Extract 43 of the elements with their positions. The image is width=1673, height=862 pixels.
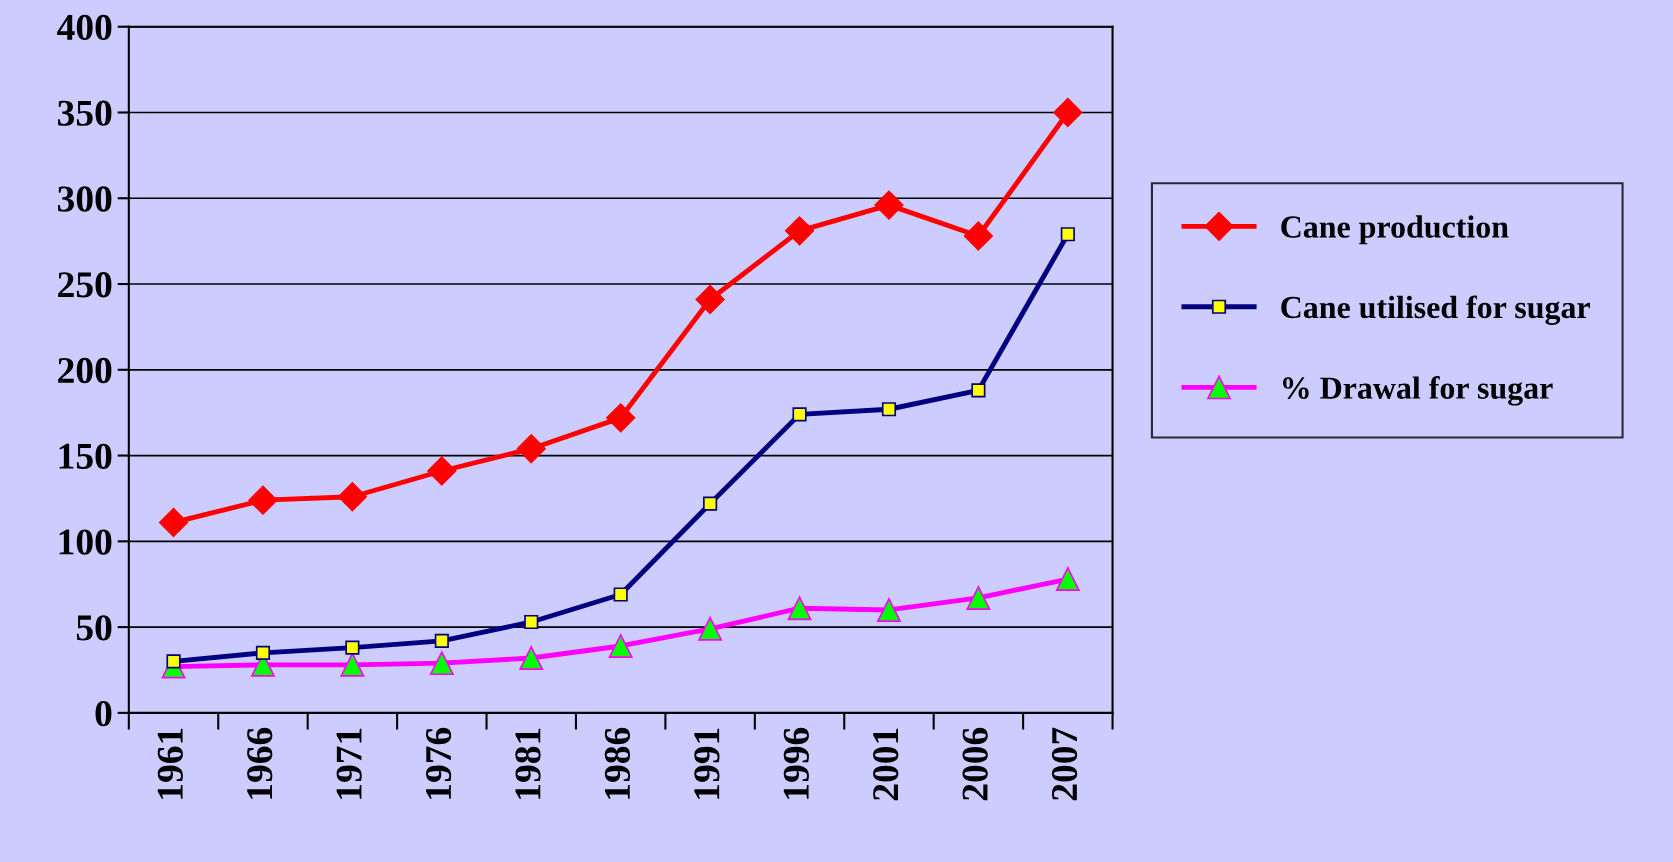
point: [966, 585, 991, 610]
y-tick-label: 50: [76, 615, 112, 641]
y-tick-label: 250: [58, 272, 112, 298]
y-tick-label: 150: [59, 443, 112, 469]
point: [158, 507, 189, 538]
y-tick-label: 0: [95, 700, 112, 727]
y-tick-label: 100: [59, 529, 112, 555]
point: [784, 216, 815, 246]
point: [1053, 97, 1083, 128]
point: [695, 284, 725, 315]
legend-label: % Drawal for sugar: [1282, 376, 1553, 406]
point: [429, 651, 454, 676]
point: [248, 485, 278, 515]
point: [874, 190, 904, 220]
point: [877, 598, 901, 622]
point: [608, 634, 633, 658]
point: [519, 646, 544, 670]
point: [698, 616, 723, 641]
y-tick-label: 400: [57, 14, 112, 41]
point: [1055, 567, 1080, 592]
x-tick-label: 1966: [247, 727, 273, 799]
point: [516, 434, 546, 464]
x-tick-label: 2007: [1051, 727, 1078, 801]
y-tick-label: 300: [58, 186, 112, 212]
point: [963, 221, 993, 251]
x-tick-label: 1991: [694, 728, 720, 799]
point: [427, 456, 457, 486]
legend-label: Cane utilised for sugar: [1281, 295, 1590, 325]
point: [337, 482, 367, 512]
x-tick-label: 2006: [962, 727, 988, 801]
x-tick-label: 2001: [873, 728, 899, 801]
legend-label: Cane production: [1281, 215, 1509, 245]
x-tick-label: 1976: [426, 727, 452, 799]
y-tick-label: 350: [58, 100, 112, 126]
y-tick-label: 200: [58, 357, 112, 384]
point: [606, 403, 636, 433]
x-tick-label: 1996: [783, 727, 809, 799]
x-tick-label: 1986: [604, 727, 631, 799]
point: [340, 652, 365, 677]
x-tick-label: 1971: [336, 728, 362, 799]
point: [787, 596, 812, 621]
x-tick-label: 1981: [515, 728, 541, 799]
x-tick-label: 1961: [157, 728, 183, 799]
